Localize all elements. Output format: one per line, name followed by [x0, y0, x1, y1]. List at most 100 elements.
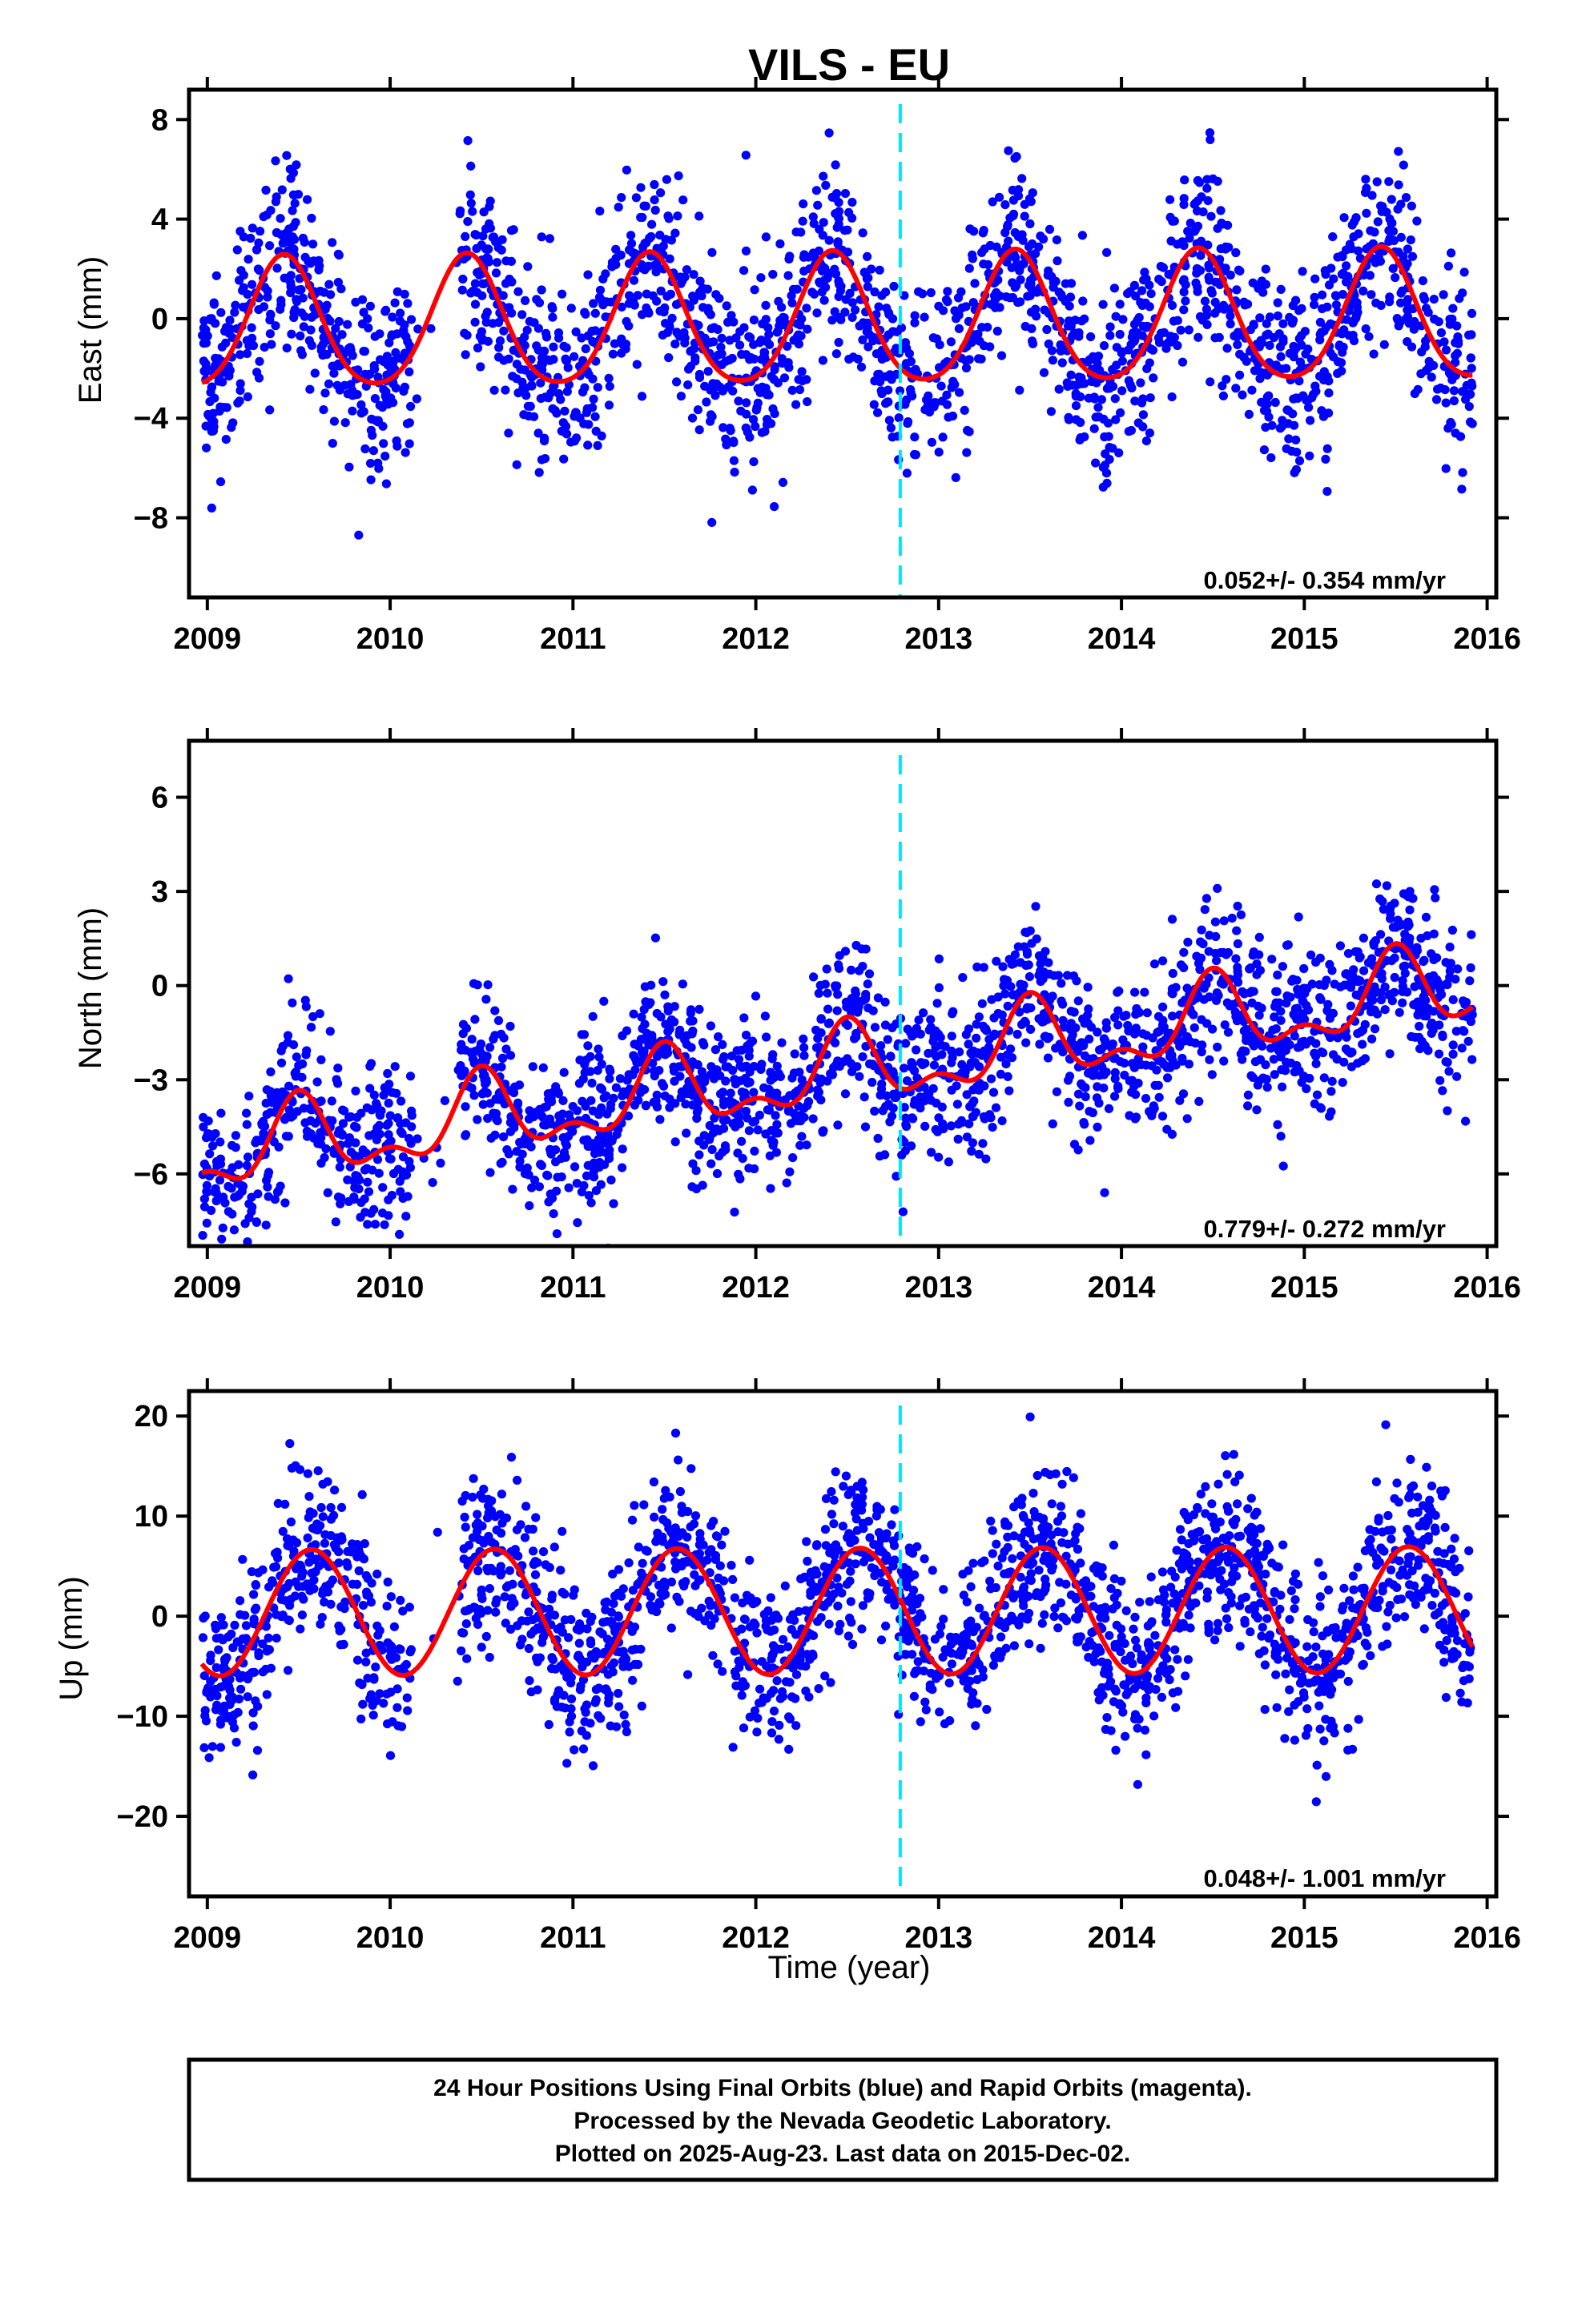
- north-point: [384, 1211, 393, 1220]
- north-point: [1108, 1039, 1117, 1049]
- east-point: [1110, 394, 1120, 404]
- north-point: [919, 1008, 928, 1018]
- east-point: [694, 369, 705, 380]
- up-point: [316, 1502, 326, 1513]
- north-point: [1075, 1101, 1085, 1111]
- up-point: [858, 1601, 867, 1610]
- east-point: [871, 349, 881, 359]
- east-point: [1031, 304, 1041, 314]
- east-point: [1027, 324, 1037, 333]
- east-point: [303, 195, 312, 204]
- east-point: [756, 273, 766, 283]
- east-point: [236, 266, 246, 275]
- north-point: [1052, 1087, 1061, 1096]
- east-point: [499, 326, 509, 336]
- east-point: [671, 300, 682, 309]
- east-point: [791, 227, 801, 237]
- east-point: [1185, 233, 1194, 243]
- up-point: [1049, 1611, 1059, 1622]
- north-xtick-label: 2013: [905, 1271, 973, 1305]
- east-point: [1089, 424, 1099, 433]
- up-point: [829, 1519, 839, 1529]
- east-point: [874, 302, 884, 312]
- east-point: [770, 408, 779, 419]
- north-point: [1268, 1025, 1278, 1035]
- east-point: [1184, 325, 1193, 335]
- east-point: [231, 300, 240, 310]
- east-point: [328, 361, 337, 371]
- up-point: [846, 1597, 855, 1606]
- east-point: [1273, 298, 1282, 308]
- north-point: [275, 1093, 284, 1103]
- north-point: [1197, 925, 1206, 935]
- north-point: [261, 1220, 271, 1230]
- north-point: [552, 1229, 562, 1239]
- north-point: [1423, 1003, 1433, 1013]
- east-point: [286, 174, 296, 183]
- north-point: [546, 1149, 556, 1159]
- east-point: [964, 427, 974, 436]
- east-point: [910, 318, 920, 328]
- north-point: [706, 1062, 716, 1072]
- east-point: [1226, 319, 1235, 329]
- east-point: [1232, 285, 1242, 295]
- north-point: [570, 1162, 580, 1172]
- up-point: [313, 1466, 323, 1476]
- north-point: [1057, 979, 1066, 988]
- east-point: [557, 426, 566, 436]
- north-point: [996, 1069, 1005, 1079]
- east-point: [862, 327, 871, 336]
- north-point: [1298, 996, 1307, 1006]
- east-point: [306, 325, 316, 335]
- north-point: [1158, 956, 1168, 966]
- east-point: [858, 228, 867, 238]
- up-point: [627, 1515, 638, 1525]
- east-point: [1202, 320, 1212, 329]
- east-point: [798, 376, 807, 386]
- up-point: [1036, 1643, 1045, 1653]
- north-point: [405, 1163, 415, 1172]
- north-point: [1231, 1012, 1241, 1022]
- up-point: [638, 1558, 647, 1568]
- east-point: [201, 338, 211, 348]
- east-point: [1389, 235, 1399, 245]
- east-point: [768, 270, 778, 279]
- east-point: [863, 282, 872, 292]
- east-point: [380, 452, 390, 461]
- east-point: [1157, 277, 1166, 287]
- east-fit-line: [200, 243, 1473, 386]
- east-point: [353, 365, 363, 375]
- east-point: [1283, 406, 1294, 416]
- east-point: [1387, 219, 1396, 228]
- east-point: [476, 362, 485, 372]
- east-point: [545, 234, 555, 243]
- east-point: [818, 266, 827, 275]
- north-point: [362, 1164, 372, 1173]
- north-point: [266, 1067, 276, 1077]
- north-point: [383, 1068, 392, 1079]
- east-point: [1318, 304, 1327, 314]
- up-point: [1260, 1705, 1270, 1715]
- up-point: [806, 1578, 815, 1587]
- north-point: [721, 1076, 731, 1086]
- up-point: [517, 1634, 527, 1644]
- north-point: [766, 1184, 775, 1193]
- north-point: [1212, 988, 1222, 998]
- east-point: [1451, 358, 1460, 368]
- east-point: [1439, 290, 1448, 300]
- east-point: [673, 211, 682, 221]
- north-point: [665, 1024, 674, 1034]
- north-point: [705, 1120, 714, 1131]
- north-point: [308, 1011, 318, 1022]
- north-point: [813, 1092, 823, 1101]
- north-point: [1176, 960, 1186, 970]
- east-point: [662, 328, 673, 337]
- east-point: [324, 379, 334, 388]
- east-point: [706, 410, 716, 420]
- east-point: [978, 228, 988, 238]
- north-xtick-label: 2011: [540, 1271, 606, 1305]
- north-point: [710, 1045, 721, 1055]
- north-point: [987, 995, 996, 1004]
- north-point: [1178, 1089, 1189, 1099]
- north-point: [350, 1151, 360, 1160]
